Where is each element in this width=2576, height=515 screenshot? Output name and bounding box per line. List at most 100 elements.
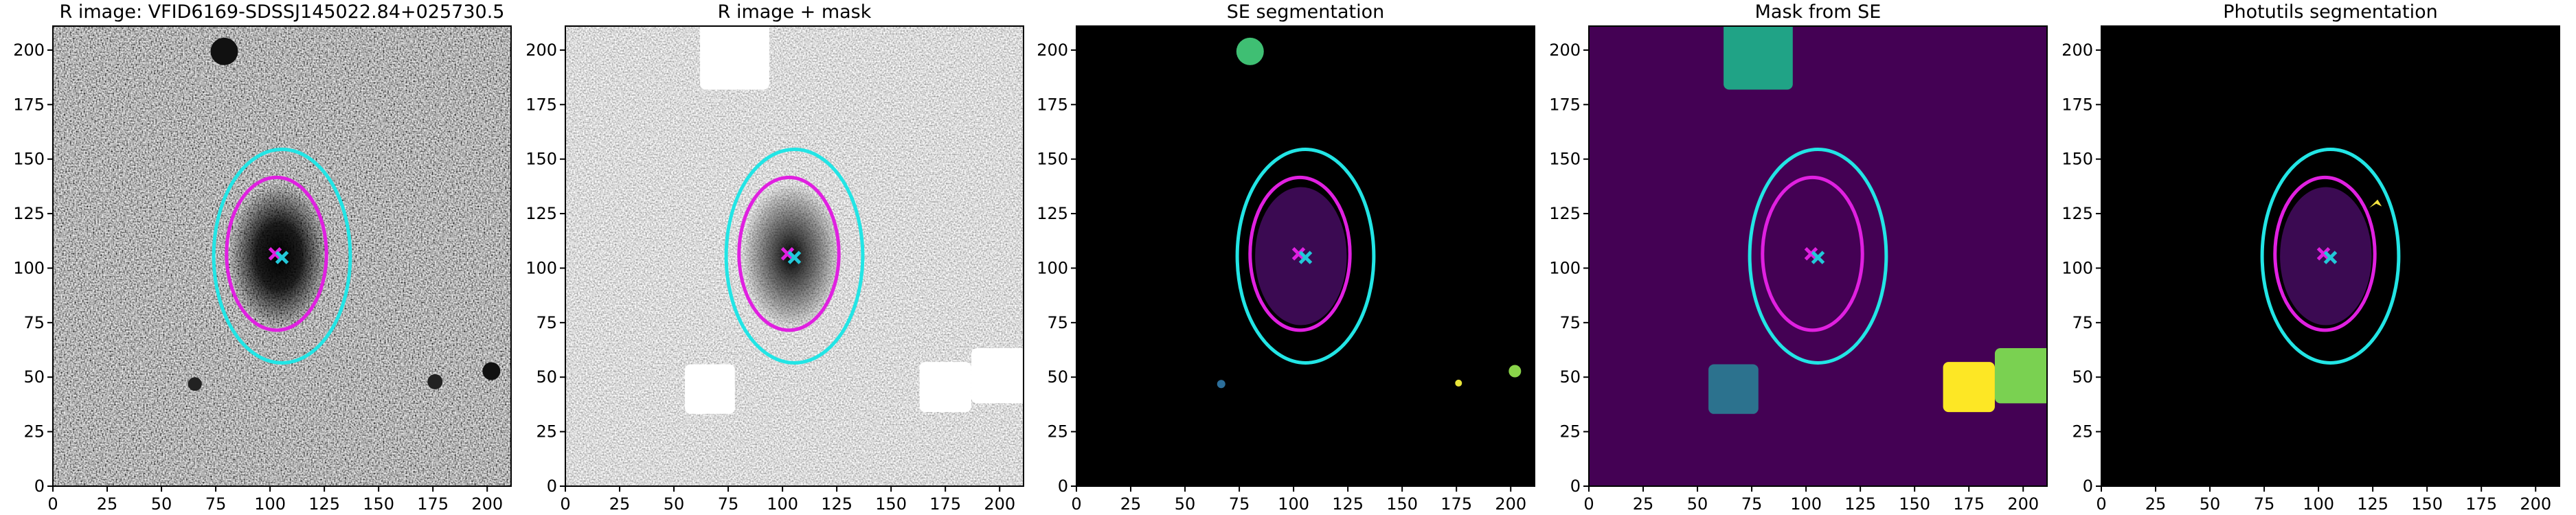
inner-ellipse bbox=[225, 175, 328, 332]
y-tick-label: 75 bbox=[1047, 313, 1068, 332]
x-tick-label: 125 bbox=[308, 494, 340, 514]
y-tick-label: 125 bbox=[526, 204, 557, 223]
x-tick-label: 25 bbox=[1633, 494, 1654, 514]
center-marker bbox=[780, 247, 795, 261]
mask-region bbox=[700, 26, 769, 90]
mask-region bbox=[685, 364, 735, 414]
y-tick-label: 175 bbox=[1549, 95, 1581, 114]
x-tick-label: 150 bbox=[363, 494, 394, 514]
segment bbox=[1455, 379, 1462, 387]
y-tick-label: 200 bbox=[1037, 41, 1068, 60]
y-tick-label: 75 bbox=[23, 313, 45, 332]
center-marker bbox=[787, 251, 802, 264]
y-tick-label: 50 bbox=[1559, 367, 1581, 387]
y-tick-label: 25 bbox=[1047, 422, 1068, 442]
inner-ellipse bbox=[1248, 175, 1352, 332]
y-tick-label: 0 bbox=[34, 477, 45, 496]
x-tick-label: 200 bbox=[471, 494, 503, 514]
segment bbox=[1509, 365, 1522, 378]
y-tick-label: 150 bbox=[1037, 150, 1068, 169]
x-tick-label: 0 bbox=[47, 494, 58, 514]
segment bbox=[1217, 380, 1225, 389]
image bbox=[1589, 26, 2047, 486]
image bbox=[53, 26, 511, 486]
x-tick-label: 75 bbox=[718, 494, 739, 514]
center-marker bbox=[1291, 247, 1306, 261]
image bbox=[565, 26, 1024, 486]
y-tick-label: 0 bbox=[547, 477, 557, 496]
center-marker bbox=[275, 251, 289, 264]
x-tick-label: 200 bbox=[2520, 494, 2551, 514]
axes-frame bbox=[1076, 25, 1535, 487]
x-tick-label: 100 bbox=[1278, 494, 1309, 514]
y-tick-label: 75 bbox=[1559, 313, 1581, 332]
y-tick-label: 0 bbox=[1058, 477, 1068, 496]
x-tick-label: 50 bbox=[2200, 494, 2221, 514]
x-tick-label: 175 bbox=[1953, 494, 1985, 514]
x-tick-label: 75 bbox=[205, 494, 227, 514]
y-tick-label: 100 bbox=[2061, 258, 2093, 277]
star bbox=[427, 374, 443, 389]
y-tick-label: 0 bbox=[2083, 477, 2093, 496]
star bbox=[188, 377, 202, 391]
y-tick-label: 125 bbox=[13, 204, 45, 223]
x-tick-label: 200 bbox=[2007, 494, 2039, 514]
center-marker bbox=[1804, 247, 1818, 261]
y-tick-label: 50 bbox=[1047, 367, 1068, 387]
y-tick-label: 25 bbox=[1559, 422, 1581, 442]
y-tick-label: 150 bbox=[13, 150, 45, 169]
y-tick-label: 125 bbox=[1549, 204, 1581, 223]
y-tick-label: 50 bbox=[536, 367, 557, 387]
x-tick-label: 50 bbox=[664, 494, 685, 514]
y-tick-label: 200 bbox=[13, 41, 45, 60]
x-tick-label: 200 bbox=[1495, 494, 1526, 514]
x-tick-label: 125 bbox=[821, 494, 852, 514]
inner-ellipse bbox=[1761, 175, 1864, 332]
mask-region bbox=[971, 348, 1024, 404]
y-tick-label: 150 bbox=[2061, 150, 2093, 169]
outer-ellipse bbox=[2260, 148, 2401, 365]
y-tick-label: 25 bbox=[23, 422, 45, 442]
y-tick-label: 50 bbox=[2072, 367, 2093, 387]
panel-title: Mask from SE bbox=[1755, 1, 1882, 23]
x-tick-label: 50 bbox=[1687, 494, 1708, 514]
mask-region bbox=[1708, 364, 1759, 414]
panel: Mask from SE 0 25 50 75 100 125 150 175 200 0 25 50 7… bbox=[1549, 1, 2048, 514]
y-tick-label: 125 bbox=[2061, 204, 2093, 223]
y-tick-label: 175 bbox=[1037, 95, 1068, 114]
x-tick-label: 125 bbox=[2357, 494, 2388, 514]
panel-title: SE segmentation bbox=[1227, 1, 1384, 23]
y-tick-label: 125 bbox=[1037, 204, 1068, 223]
x-tick-label: 150 bbox=[875, 494, 907, 514]
panel: R image + mask 0 25 50 75 100 125 150 175 200 0 25 5… bbox=[526, 1, 1024, 514]
x-tick-label: 25 bbox=[97, 494, 118, 514]
y-tick-label: 150 bbox=[1549, 150, 1581, 169]
y-tick-label: 100 bbox=[13, 258, 45, 277]
y-tick-label: 100 bbox=[1549, 258, 1581, 277]
image bbox=[1076, 26, 1535, 486]
y-tick-label: 25 bbox=[536, 422, 557, 442]
outer-ellipse bbox=[212, 148, 352, 365]
y-tick-label: 175 bbox=[13, 95, 45, 114]
y-tick-label: 100 bbox=[1037, 258, 1068, 277]
x-tick-label: 75 bbox=[1229, 494, 1250, 514]
x-tick-label: 100 bbox=[767, 494, 798, 514]
mask-region bbox=[1724, 26, 1793, 90]
panel: SE segmentation 0 25 50 75 100 125 150 175 200 0 25… bbox=[1037, 1, 1535, 514]
x-tick-label: 25 bbox=[609, 494, 631, 514]
center-marker bbox=[2316, 247, 2331, 261]
panel: Photutils segmentation 0 25 50 75 100 125 150 17… bbox=[2061, 1, 2560, 514]
center-marker bbox=[268, 247, 282, 261]
panel-title: R image: VFID6169-SDSSJ145022.84+025730.… bbox=[60, 1, 505, 23]
y-tick-label: 0 bbox=[1570, 477, 1581, 496]
panel: R image: VFID6169-SDSSJ145022.84+025730.… bbox=[13, 1, 512, 514]
outer-ellipse bbox=[1748, 148, 1888, 365]
x-tick-label: 150 bbox=[2411, 494, 2443, 514]
x-tick-label: 0 bbox=[2096, 494, 2106, 514]
y-tick-label: 100 bbox=[526, 258, 557, 277]
center-marker bbox=[1298, 251, 1313, 264]
mask-region bbox=[1994, 348, 2047, 404]
inner-ellipse bbox=[2273, 175, 2377, 332]
star bbox=[210, 37, 238, 65]
